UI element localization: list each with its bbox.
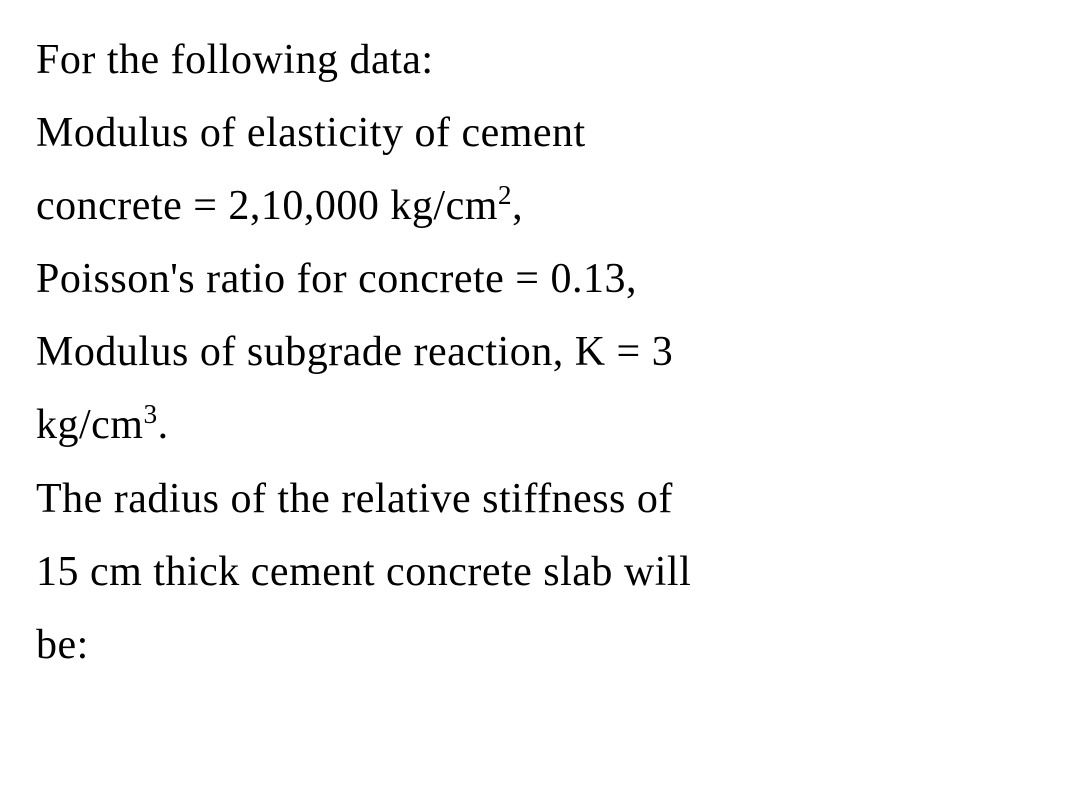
text-span: kg/cm bbox=[379, 183, 497, 229]
text-line-7: The radius of the relative stiffness of bbox=[36, 467, 1044, 532]
superscript-2: 2 bbox=[498, 180, 512, 210]
text-span: , bbox=[512, 183, 523, 229]
text-line-4: Poisson's ratio for concrete = 0.13, bbox=[36, 247, 1044, 312]
text-line-2: Modulus of elasticity of cement bbox=[36, 101, 1044, 166]
text-line-6: kg/cm3. bbox=[36, 393, 1044, 458]
superscript-3: 3 bbox=[143, 399, 157, 429]
text-line-3: concrete = 2,10,000 kg/cm2, bbox=[36, 174, 1044, 239]
text-span: concrete = bbox=[36, 183, 228, 229]
elasticity-value: 2,10,000 bbox=[228, 183, 379, 229]
problem-statement: For the following data: Modulus of elast… bbox=[36, 28, 1044, 678]
text-line-5: Modulus of subgrade reaction, K = 3 bbox=[36, 320, 1044, 385]
text-line-1: For the following data: bbox=[36, 28, 1044, 93]
text-span: . bbox=[158, 402, 169, 448]
text-line-9: be: bbox=[36, 613, 1044, 678]
text-span: kg/cm bbox=[36, 402, 143, 448]
text-line-8: 15 cm thick cement concrete slab will bbox=[36, 540, 1044, 605]
